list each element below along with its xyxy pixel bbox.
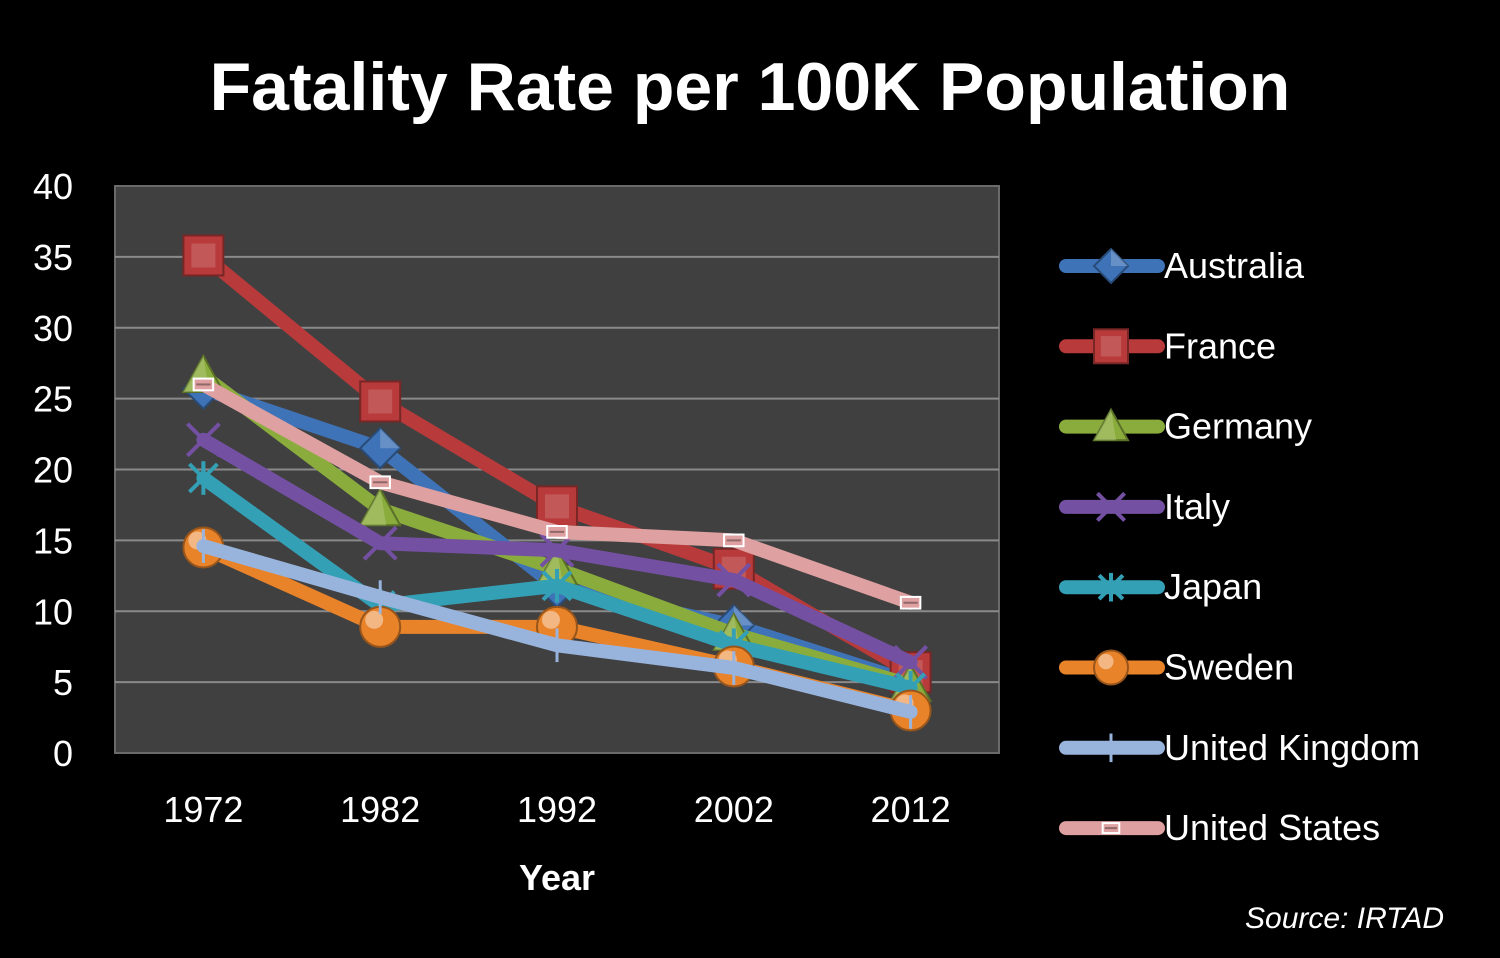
legend-item-united-states: United States	[1059, 807, 1380, 848]
series-lines	[181, 234, 933, 732]
x-tick-label: 1982	[340, 789, 420, 830]
legend-label: Australia	[1164, 245, 1305, 286]
x-tick-label: 2012	[871, 789, 951, 830]
data-point-united-states	[723, 533, 745, 548]
legend-marker	[1106, 733, 1116, 763]
chart-title: Fatality Rate per 100K Population	[210, 49, 1291, 125]
data-point-australia	[358, 426, 402, 470]
legend-marker	[1093, 328, 1129, 365]
data-point-sweden	[359, 605, 402, 648]
data-point-united-kingdom	[551, 628, 563, 663]
legend-item-japan: Japan	[1059, 566, 1262, 607]
x-tick-label: 1992	[517, 789, 597, 830]
y-tick-label: 20	[33, 450, 73, 491]
x-tick-label: 1972	[163, 789, 243, 830]
legend-label: Sweden	[1164, 647, 1294, 688]
y-tick-label: 40	[33, 166, 73, 207]
data-point-france	[536, 485, 578, 528]
y-tick-label: 35	[33, 237, 73, 278]
legend-label: Italy	[1164, 486, 1230, 527]
legend-item-italy: Italy	[1059, 486, 1230, 527]
legend-marker	[1092, 247, 1130, 285]
y-tick-label: 30	[33, 308, 73, 349]
data-point-germany	[358, 487, 402, 527]
data-point-italy	[716, 562, 752, 598]
legend-label: France	[1164, 325, 1276, 366]
data-point-united-states	[192, 377, 215, 392]
legend-marker	[1092, 407, 1130, 442]
x-axis-label: Year	[519, 857, 595, 898]
y-tick-label: 15	[33, 520, 73, 561]
data-point-united-kingdom	[197, 529, 209, 563]
data-point-france	[182, 234, 225, 277]
legend-marker	[1095, 491, 1127, 522]
legend-marker	[1093, 649, 1129, 686]
legend-label: Japan	[1164, 566, 1262, 607]
data-point-italy	[362, 525, 398, 561]
y-axis-ticks: 0 5 10 15 20 25 30 35 40	[33, 166, 73, 774]
y-tick-label: 10	[33, 591, 73, 632]
data-point-japan	[541, 568, 573, 603]
y-tick-label: 0	[53, 733, 73, 774]
data-point-italy	[185, 422, 221, 458]
series-italy	[185, 422, 929, 680]
legend-item-germany: Germany	[1059, 406, 1312, 447]
legend-item-australia: Australia	[1059, 245, 1305, 286]
data-point-united-kingdom	[728, 651, 740, 685]
series-japan	[187, 461, 927, 705]
legend-label: Germany	[1164, 406, 1312, 447]
x-tick-label: 2002	[694, 789, 774, 830]
legend: Australia France Germany Italy Japan Sweden Un…	[1059, 245, 1420, 848]
gridlines	[115, 255, 999, 684]
data-point-united-kingdom	[905, 695, 917, 729]
data-point-united-states	[546, 525, 568, 539]
source-note: Source: IRTAD	[1245, 902, 1444, 935]
legend-label: United Kingdom	[1164, 727, 1420, 768]
series-united-kingdom	[196, 529, 918, 729]
data-point-italy	[893, 644, 929, 680]
legend-item-united-kingdom: United Kingdom	[1059, 727, 1420, 768]
data-point-united-states	[899, 595, 922, 610]
y-tick-label: 5	[53, 662, 73, 703]
data-point-italy	[539, 532, 575, 568]
series-united-states	[192, 377, 922, 610]
x-axis-ticks: 1972 1982 1992 2002 2012	[163, 789, 950, 830]
legend-label: United States	[1164, 807, 1380, 848]
data-point-japan	[187, 461, 219, 495]
data-point-united-kingdom	[374, 580, 386, 614]
legend-item-sweden: Sweden	[1059, 647, 1294, 688]
legend-marker	[1101, 822, 1121, 835]
legend-marker	[1097, 572, 1125, 602]
data-point-france	[359, 380, 402, 423]
data-point-united-states	[369, 475, 391, 490]
legend-item-france: France	[1059, 325, 1276, 366]
y-tick-label: 25	[33, 379, 73, 420]
